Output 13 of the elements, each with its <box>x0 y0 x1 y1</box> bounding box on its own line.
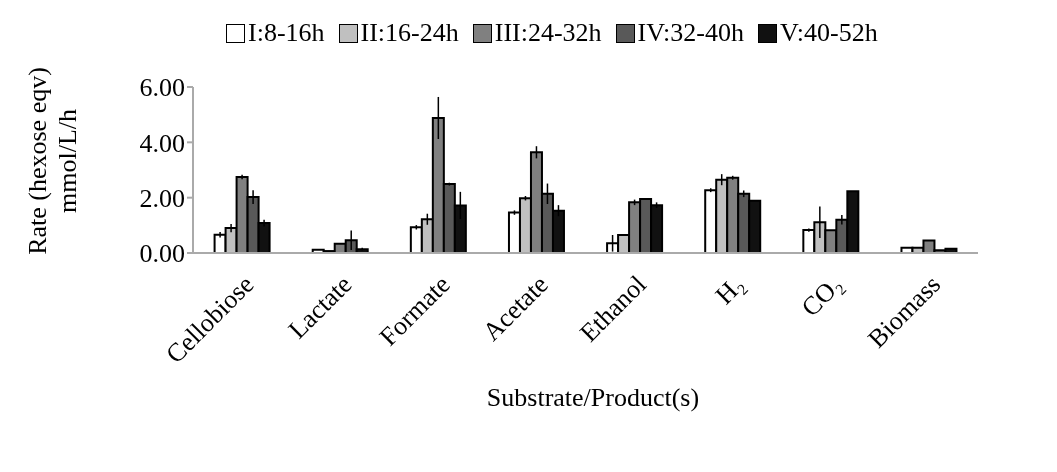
y-tick-label: 2.00 <box>139 183 185 213</box>
y-tick-label: 0.00 <box>139 239 185 269</box>
legend-label: I:8-16h <box>248 18 325 48</box>
legend-label: V:40-52h <box>780 18 878 48</box>
x-tick-label: H₂ <box>709 269 750 310</box>
y-tick-label: 4.00 <box>139 128 185 158</box>
y-tick-label: 6.00 <box>139 73 185 103</box>
x-tick-label: CO₂ <box>795 269 849 323</box>
x-axis-title: Substrate/Product(s) <box>485 383 701 413</box>
legend-label: IV:32-40h <box>637 18 744 48</box>
y-axis-title: Rate (hexose eqv) mmol/L/h <box>23 66 83 255</box>
legend-label: II:16-24h <box>360 18 459 48</box>
legend-label: III:24-32h <box>494 18 602 48</box>
